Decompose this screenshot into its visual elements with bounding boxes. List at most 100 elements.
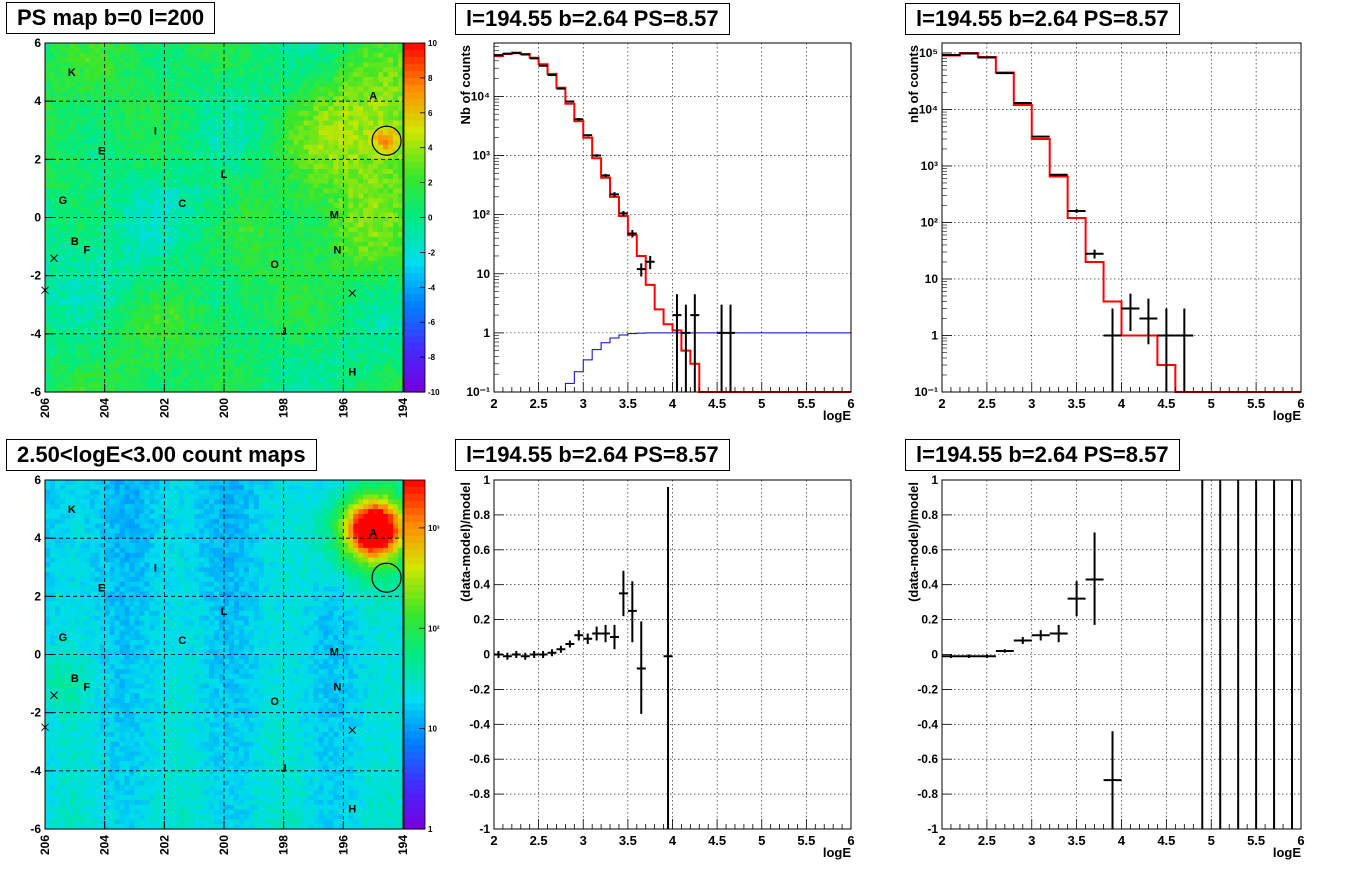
map_top-pixel — [124, 217, 131, 223]
map_top-pixel — [69, 144, 76, 151]
map_top-pixel — [318, 106, 325, 112]
map_top-pixel — [323, 362, 330, 369]
map_top-pixel — [194, 256, 200, 262]
map_top-pixel — [263, 169, 270, 175]
map_top-pixel — [298, 72, 305, 78]
map_top-pixel — [258, 377, 265, 383]
map_top-pixel — [333, 265, 339, 272]
map_top-pixel — [194, 304, 200, 311]
map_top-pixel — [204, 295, 210, 301]
map_top-pixel — [258, 67, 265, 73]
map_top-pixel — [338, 183, 344, 190]
map_top-pixel — [303, 101, 310, 107]
map_top-pixel — [84, 139, 91, 146]
map_top-pixel — [298, 227, 305, 233]
map_top-pixel — [104, 91, 111, 97]
map_top-pixel — [54, 256, 61, 262]
map_top-pixel — [219, 86, 225, 93]
map_top-pixel — [84, 130, 91, 136]
map_top-pixel — [189, 101, 195, 107]
map_top-pixel — [159, 96, 165, 102]
map_top-pixel — [174, 47, 180, 54]
map_top-pixel — [59, 314, 66, 320]
map_top-pixel — [318, 217, 325, 223]
map_top-pixel — [89, 285, 96, 291]
map_top-pixel — [273, 76, 280, 83]
map_top-pixel — [79, 212, 86, 219]
map_top-pixel — [253, 227, 260, 233]
map_top-pixel — [209, 367, 215, 374]
map_top-pixel — [54, 353, 61, 359]
map_top-pixel — [219, 353, 225, 359]
map_top-pixel — [253, 159, 260, 165]
map_top-pixel — [79, 62, 86, 68]
map_top-pixel — [199, 110, 205, 117]
map_top-pixel — [114, 314, 121, 320]
map_top-pixel — [109, 193, 116, 199]
map_top-pixel — [129, 227, 136, 233]
map_top-pixel — [99, 333, 106, 340]
map_top-pixel — [129, 173, 136, 180]
map_top-pixel — [363, 120, 369, 127]
map_top-pixel — [194, 188, 200, 194]
map_top-pixel — [343, 154, 349, 160]
map_top-pixel — [124, 139, 131, 146]
map_top-pixel — [214, 251, 220, 257]
map_top-pixel — [323, 120, 330, 127]
map_top-pixel — [268, 362, 275, 369]
map_top-pixel — [368, 125, 374, 131]
map_top-pixel — [184, 212, 190, 219]
map_top-pixel — [209, 106, 215, 112]
map_top-pixel — [358, 270, 364, 277]
map_top-pixel — [214, 333, 220, 340]
map_top-pixel — [233, 362, 240, 369]
map_top-pixel — [228, 110, 235, 117]
map_top-pixel — [258, 120, 265, 127]
map_top-pixel — [273, 285, 280, 291]
map_top-pixel — [164, 178, 170, 185]
map_top-pixel — [219, 348, 225, 354]
map_top-pixel — [69, 52, 76, 59]
map_top-pixel — [243, 139, 250, 146]
map_top-pixel — [69, 358, 76, 364]
map_top-pixel — [363, 290, 369, 296]
map_top-pixel — [278, 188, 285, 194]
map_top-pixel — [154, 270, 160, 277]
map_top-pixel — [318, 377, 325, 383]
map_top-pixel — [333, 299, 339, 306]
map_top-pixel — [114, 285, 121, 291]
map_top-pixel — [154, 159, 160, 165]
map_top-pixel — [243, 338, 250, 345]
map_top-pixel — [174, 125, 180, 131]
map_top-pixel — [283, 353, 290, 359]
map_top-pixel — [273, 358, 280, 364]
map_top-pixel — [373, 343, 379, 349]
map_top-pixel — [99, 188, 106, 194]
map_top-pixel — [263, 91, 270, 97]
map_top-pixel — [214, 212, 220, 219]
map_top-pixel — [328, 169, 334, 175]
map_top-pixel — [89, 270, 96, 277]
map_top-pixel — [318, 256, 325, 262]
map_top-pixel — [348, 43, 354, 49]
map_top-pixel — [323, 81, 330, 88]
map_top-pixel — [69, 183, 76, 190]
map_top-pixel — [253, 188, 260, 194]
map_top-pixel — [328, 319, 334, 325]
map_top-pixel — [159, 130, 165, 136]
map_top-pixel — [328, 241, 334, 248]
map_top-pixel — [328, 81, 334, 88]
map_top-pixel — [368, 232, 374, 238]
map_top-pixel — [169, 212, 175, 219]
map_top-pixel — [233, 270, 240, 277]
map_top-pixel — [104, 367, 111, 374]
map_top-pixel — [45, 43, 51, 49]
map_top-pixel — [353, 183, 359, 190]
map_top-pixel — [169, 285, 175, 291]
map_top-pixel — [253, 290, 260, 296]
map_top-pixel — [348, 120, 354, 127]
map_top-pixel — [248, 217, 255, 223]
map_top-pixel — [59, 43, 66, 49]
map_top-pixel — [204, 183, 210, 190]
map_top-pixel — [59, 76, 66, 83]
